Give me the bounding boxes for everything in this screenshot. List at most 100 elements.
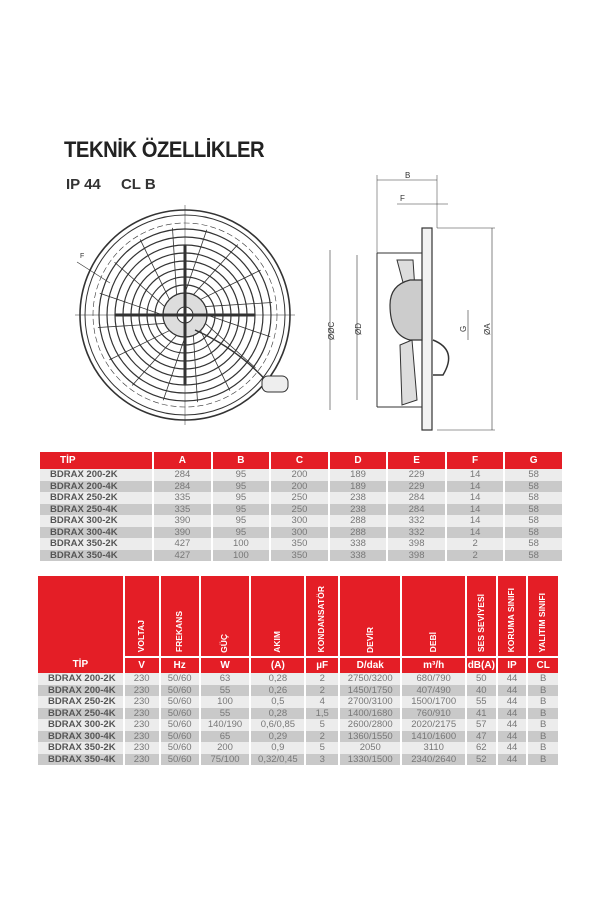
cell: 335 xyxy=(154,492,211,504)
cell: 95 xyxy=(212,515,270,527)
model-cell: BDRAX 350-4K xyxy=(38,753,123,765)
column-header: E xyxy=(388,452,445,469)
column-header: D xyxy=(329,452,387,469)
cell: 760/910 xyxy=(402,707,465,719)
cell: 250 xyxy=(271,492,328,504)
cell: 427 xyxy=(154,538,211,550)
model-cell: BDRAX 250-4K xyxy=(40,503,153,515)
column-header: GÜÇ xyxy=(200,576,250,656)
cell: 44 xyxy=(497,719,527,731)
table-row: BDRAX 350-2K 427 100 350 338 398 2 58 xyxy=(40,538,562,550)
ratings: IP 44 CL B xyxy=(66,176,172,193)
cell: 230 xyxy=(124,719,159,731)
cell: 1500/1700 xyxy=(402,696,465,708)
technical-drawing: F B F ØØC ØD G ØA xyxy=(75,171,495,431)
model-cell: BDRAX 300-4K xyxy=(40,526,153,538)
guard-spoke xyxy=(184,229,208,294)
cell: 2700/3100 xyxy=(340,696,401,708)
cell: 398 xyxy=(388,538,445,550)
cell: 55 xyxy=(466,696,496,708)
cell: 63 xyxy=(200,673,250,685)
table-row: BDRAX 200-2K 284 95 200 189 229 14 58 xyxy=(40,469,562,481)
cell: 44 xyxy=(497,730,527,742)
cell: 50/60 xyxy=(160,673,199,685)
guard-spoke xyxy=(172,227,177,295)
cell: 390 xyxy=(154,526,211,538)
cell: 100 xyxy=(212,549,270,561)
cell: 427 xyxy=(154,549,211,561)
dim-a-label: ØA xyxy=(483,323,492,335)
cell: 75/100 xyxy=(200,753,250,765)
cell: 350 xyxy=(271,538,328,550)
unit-header: µF xyxy=(306,656,339,673)
cell: 2 xyxy=(446,549,504,561)
unit-header: (A) xyxy=(251,656,305,673)
cell: 57 xyxy=(466,719,496,731)
column-header: TİP xyxy=(40,452,153,469)
guard-spoke xyxy=(205,302,273,307)
model-cell: BDRAX 300-2K xyxy=(38,719,123,731)
cell: 50/60 xyxy=(160,730,199,742)
cell: 390 xyxy=(154,515,211,527)
table-row: BDRAX 250-4K 230 50/60 55 0,28 1,5 1400/1680 76… xyxy=(38,707,558,719)
cell: 2600/2800 xyxy=(340,719,401,731)
cell: 230 xyxy=(124,707,159,719)
column-header: KORUMA SINIFI xyxy=(497,576,527,656)
cell: 200 xyxy=(271,480,328,492)
cell: 41 xyxy=(466,707,496,719)
column-header-label: DEBİ xyxy=(427,632,438,653)
cell: 200 xyxy=(271,469,328,481)
cell: 95 xyxy=(212,480,270,492)
column-header-label: AKIM xyxy=(272,630,283,653)
cell: 284 xyxy=(388,492,445,504)
cell: 238 xyxy=(329,492,387,504)
cell: 14 xyxy=(446,480,504,492)
cell: 140/190 xyxy=(200,719,250,731)
column-header-label: KORUMA SINIFI xyxy=(506,588,517,653)
front-view xyxy=(75,205,295,425)
cell: 50/60 xyxy=(160,707,199,719)
cell: B xyxy=(528,719,558,731)
unit-header: V xyxy=(124,656,159,673)
guard-spoke xyxy=(162,336,186,401)
cell: 1410/1600 xyxy=(402,730,465,742)
side-view xyxy=(329,175,495,431)
model-cell: BDRAX 300-2K xyxy=(40,515,153,527)
cell: 95 xyxy=(212,526,270,538)
model-cell: BDRAX 350-2K xyxy=(40,538,153,550)
column-header: DEVİR xyxy=(340,576,401,656)
cell: 1360/1550 xyxy=(340,730,401,742)
cell: 44 xyxy=(497,696,527,708)
unit-header: CL xyxy=(528,656,558,673)
cell: 0,32/0,45 xyxy=(251,753,305,765)
cell: 44 xyxy=(497,684,527,696)
ip-rating: IP 44 xyxy=(66,176,101,193)
cell: 300 xyxy=(271,515,328,527)
cell: 407/490 xyxy=(402,684,465,696)
cell: 2 xyxy=(306,673,339,685)
cell: 0,29 xyxy=(251,730,305,742)
guard-spoke xyxy=(200,269,261,300)
cell: 189 xyxy=(329,480,387,492)
cell: 288 xyxy=(329,526,387,538)
column-header: AKIM xyxy=(251,576,305,656)
unit-header: dB(A) xyxy=(466,656,496,673)
table-row: BDRAX 300-4K 230 50/60 65 0,29 2 1360/1550 1410… xyxy=(38,730,558,742)
cell: 230 xyxy=(124,684,159,696)
table-row: BDRAX 350-2K 230 50/60 200 0,9 5 2050 3110 62 44 B xyxy=(38,742,558,754)
col-tip: TİP xyxy=(38,576,123,673)
cell: 238 xyxy=(329,503,387,515)
cell: 230 xyxy=(124,753,159,765)
cell: 1400/1680 xyxy=(340,707,401,719)
cell: 0,9 xyxy=(251,742,305,754)
cell: 50/60 xyxy=(160,742,199,754)
cell: 100 xyxy=(212,538,270,550)
guard-spoke xyxy=(206,314,271,338)
cell: 2 xyxy=(306,684,339,696)
insulation-class: CL B xyxy=(120,176,156,193)
column-header: C xyxy=(271,452,328,469)
model-cell: BDRAX 350-4K xyxy=(40,549,153,561)
column-header: B xyxy=(212,452,270,469)
cell: 44 xyxy=(497,742,527,754)
cell: 14 xyxy=(446,515,504,527)
